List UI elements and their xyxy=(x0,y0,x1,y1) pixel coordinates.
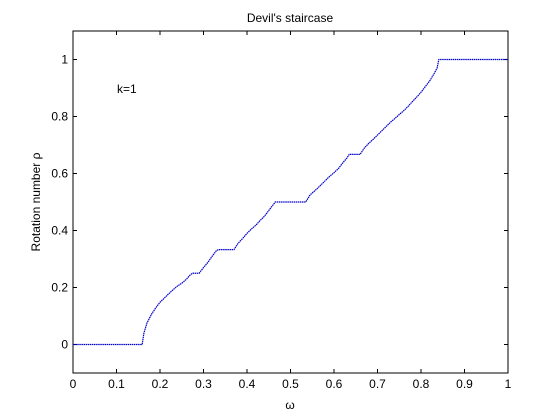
y-tick-label: 0.4 xyxy=(51,224,68,238)
x-tick-label: 0.2 xyxy=(152,377,169,391)
x-tick-label: 0.8 xyxy=(413,377,430,391)
x-tick-label: 0.7 xyxy=(369,377,386,391)
x-axis-label: ω xyxy=(285,398,294,412)
x-tick-label: 0.9 xyxy=(456,377,473,391)
y-tick-label: 0.2 xyxy=(51,281,68,295)
x-tick-label: 0 xyxy=(70,377,77,391)
chart-title: Devil's staircase xyxy=(247,11,334,25)
y-tick-label: 0 xyxy=(61,338,68,352)
x-tick-label: 0.1 xyxy=(108,377,125,391)
series-line xyxy=(73,58,508,346)
x-tick-label: 0.3 xyxy=(195,377,212,391)
y-tick-label: 0.6 xyxy=(51,167,68,181)
x-tick-label: 1 xyxy=(505,377,512,391)
y-tick-label: 0.8 xyxy=(51,110,68,124)
annotation-k-label: k=1 xyxy=(117,82,137,96)
x-tick-label: 0.5 xyxy=(282,377,299,391)
y-tick-label: 1 xyxy=(61,53,68,67)
series-layer xyxy=(73,58,508,346)
x-ticks: 0 0.1 0.2 0.3 0.4 0.5 0.6 0.7 0.8 0.9 1 xyxy=(70,31,512,391)
x-tick-label: 0.6 xyxy=(326,377,343,391)
x-tick-label: 0.4 xyxy=(239,377,256,391)
y-axis-label: Rotation number ρ xyxy=(29,152,43,251)
